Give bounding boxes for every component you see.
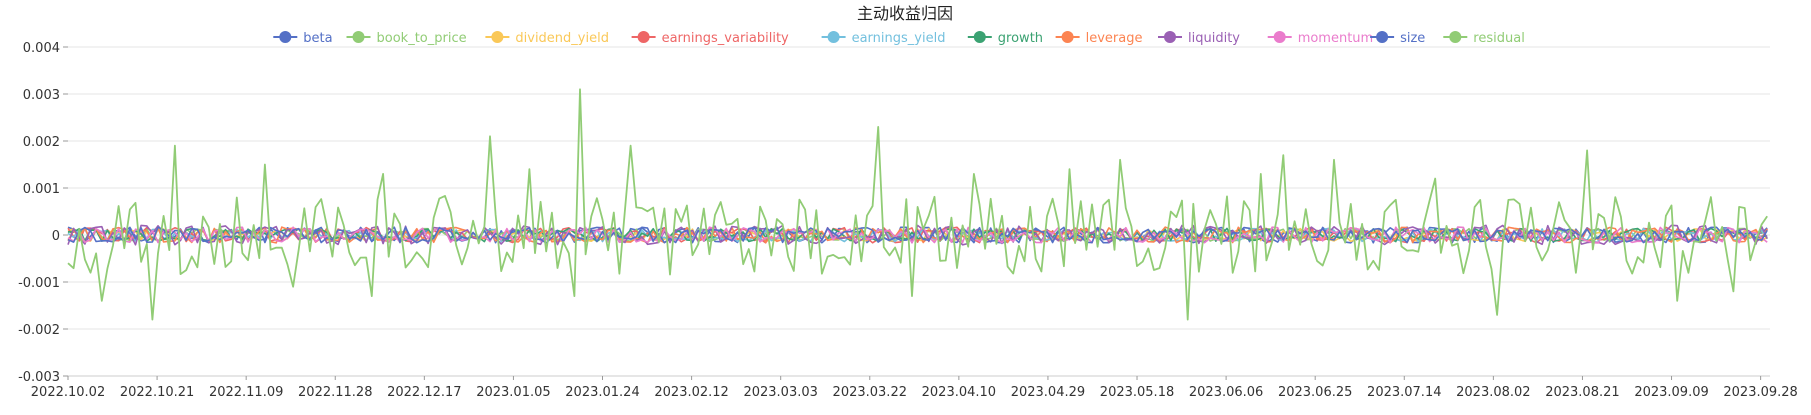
x-tick-label: 2023.04.29 (1011, 385, 1085, 400)
legend-dot-marker (637, 31, 650, 43)
legend-dot-marker (1164, 31, 1176, 43)
x-tick-label: 2023.08.02 (1456, 385, 1530, 400)
y-tick-label: -0.003 (18, 370, 60, 385)
y-tick-label: 0 (52, 229, 60, 244)
legend-dot-marker (1061, 31, 1074, 43)
legend-label: beta (303, 31, 332, 46)
legend-item-growth[interactable]: growth (967, 31, 1043, 46)
x-tick-label: 2022.10.02 (31, 385, 105, 400)
chart-title: 主动收益归因 (857, 4, 953, 23)
legend-dot-marker (491, 31, 504, 43)
legend-item-momentum[interactable]: momentum (1267, 31, 1374, 46)
legend-label: size (1400, 31, 1425, 46)
legend-item-size[interactable]: size (1370, 31, 1425, 46)
y-tick-label: -0.002 (18, 323, 60, 338)
series-line-residual (67, 88, 1768, 321)
legend-label: growth (998, 31, 1043, 46)
y-tick-label: 0.002 (23, 135, 60, 150)
series-line-size (67, 226, 1768, 244)
x-tick-label: 2023.09.09 (1634, 385, 1708, 400)
legend[interactable]: beta book_to_price dividend_yield earnings_… (273, 31, 1525, 46)
x-tick-label: 2023.05.18 (1100, 385, 1174, 400)
x-tick-label: 2023.03.22 (833, 385, 907, 400)
legend-item-dividend-yield[interactable]: dividend_yield (485, 31, 609, 46)
legend-dot-marker (279, 31, 292, 43)
legend-item-earnings-yield[interactable]: earnings_yield (821, 31, 946, 46)
x-tick-label: 2022.11.28 (298, 385, 372, 400)
y-tick-label: 0.001 (23, 182, 60, 197)
legend-label: earnings_variability (662, 31, 789, 46)
x-tick-label: 2023.01.05 (476, 385, 550, 400)
legend-label: liquidity (1188, 31, 1240, 46)
legend-dot-marker (352, 31, 365, 43)
legend-item-leverage[interactable]: leverage (1055, 31, 1143, 46)
legend-item-liquidity[interactable]: liquidity (1158, 31, 1240, 46)
legend-label: earnings_yield (852, 31, 946, 46)
legend-dot-marker (973, 31, 986, 43)
legend-dot-marker (1449, 31, 1462, 43)
legend-item-earnings-variability[interactable]: earnings_variability (631, 31, 789, 46)
x-tick-label: 2023.07.14 (1367, 385, 1441, 400)
legend-label: dividend_yield (515, 31, 609, 46)
legend-label: residual (1473, 31, 1525, 46)
x-tick-label: 2023.08.21 (1545, 385, 1619, 400)
legend-item-book-to-price[interactable]: book_to_price (346, 31, 467, 46)
x-tick-label: 2023.04.10 (922, 385, 996, 400)
legend-item-beta[interactable]: beta (273, 31, 333, 46)
y-tick-label: -0.001 (18, 276, 60, 291)
legend-dot-marker (1376, 31, 1389, 43)
y-tick-label: 0.003 (23, 88, 60, 103)
legend-item-residual[interactable]: residual (1443, 31, 1525, 46)
x-tick-label: 2022.11.09 (209, 385, 283, 400)
legend-label: book_to_price (377, 31, 467, 46)
legend-dot-marker (827, 31, 840, 43)
axes: 0.0040.0030.0020.0010-0.001-0.002-0.0032… (18, 41, 1798, 400)
x-tick-label: 2023.03.03 (743, 385, 817, 400)
x-tick-label: 2023.01.24 (565, 385, 639, 400)
legend-dot-marker (1273, 31, 1286, 43)
x-tick-label: 2022.10.21 (120, 385, 194, 400)
legend-label: momentum (1298, 31, 1374, 46)
x-tick-label: 2023.06.25 (1278, 385, 1352, 400)
x-tick-label: 2023.02.12 (654, 385, 728, 400)
x-tick-label: 2022.12.17 (387, 385, 461, 400)
legend-label: leverage (1086, 31, 1143, 46)
x-tick-label: 2023.06.06 (1189, 385, 1263, 400)
x-tick-label: 2023.09.28 (1723, 385, 1797, 400)
y-tick-label: 0.004 (23, 41, 60, 56)
series-lines (67, 88, 1768, 321)
